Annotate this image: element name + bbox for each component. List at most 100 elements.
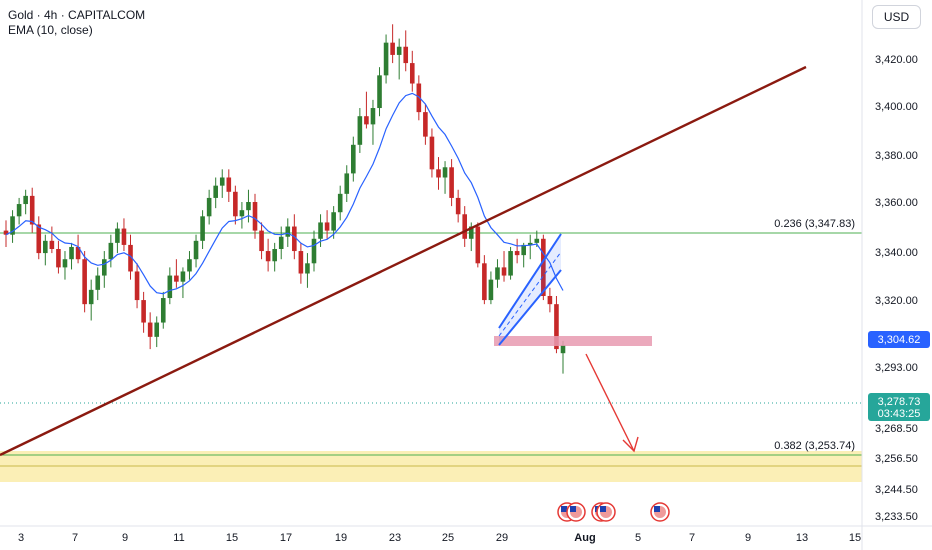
time-tick-label: 5 xyxy=(635,532,641,544)
candle-body xyxy=(324,222,330,231)
candle-body xyxy=(390,42,395,55)
time-tick-label: Aug xyxy=(574,532,595,544)
channel-fill xyxy=(499,234,561,345)
candle-body xyxy=(252,202,258,231)
candle-body xyxy=(495,267,500,280)
channel-upper xyxy=(498,233,562,329)
time-tick-label: 15 xyxy=(226,532,238,544)
candle-body xyxy=(541,238,546,296)
time-tick-label: 29 xyxy=(496,532,508,544)
event-flag-icon xyxy=(566,502,586,522)
candle-body xyxy=(233,191,238,217)
candle-body xyxy=(36,224,42,254)
price-tick-label: 3,233.50 xyxy=(875,511,918,523)
candle-body xyxy=(377,75,382,109)
candle-body xyxy=(265,251,271,262)
candle-body xyxy=(206,197,212,217)
channel-lower xyxy=(498,269,562,346)
candle-body xyxy=(501,267,507,276)
candle-body xyxy=(383,42,389,76)
candle-body xyxy=(547,295,553,305)
time-tick-label: 17 xyxy=(280,532,292,544)
candle-body xyxy=(488,279,494,301)
candle-body xyxy=(108,242,114,260)
candle-body xyxy=(128,244,133,272)
candle-body xyxy=(272,248,277,262)
price-tick-label: 3,320.00 xyxy=(875,295,918,307)
price-tick-label: 3,256.50 xyxy=(875,453,918,465)
time-axis[interactable]: 3 7 9 11 15 17 19 23 25 29 Aug 5 7 9 13 15 xyxy=(18,532,861,544)
candle-body xyxy=(101,259,107,276)
candle-body xyxy=(514,251,520,256)
candle-body xyxy=(403,46,409,64)
candle-body xyxy=(16,204,22,217)
candle-body xyxy=(364,116,369,125)
candle-body xyxy=(10,216,15,235)
candle-body xyxy=(351,144,356,174)
candle-body xyxy=(554,304,559,350)
price-tick-label: 3,340.00 xyxy=(875,247,918,259)
candle-body xyxy=(311,238,317,264)
candle-body xyxy=(23,195,28,205)
time-tick-label: 7 xyxy=(72,532,78,544)
candle-body xyxy=(75,246,81,260)
trendline xyxy=(0,65,807,457)
event-flag-canton xyxy=(570,506,576,512)
candle-body xyxy=(285,226,291,237)
candle-body xyxy=(298,251,304,274)
candle-body xyxy=(416,83,422,113)
time-tick-label: 25 xyxy=(442,532,454,544)
event-flag-canton xyxy=(600,506,606,512)
price-tick-label: 3,420.00 xyxy=(875,54,918,66)
candle-body xyxy=(436,169,441,178)
projection-arrow xyxy=(585,353,635,452)
last-price-tag-bg xyxy=(868,393,930,421)
time-tick-label: 13 xyxy=(796,532,808,544)
indicator-legend[interactable]: EMA (10, close) xyxy=(8,23,93,37)
candle-body xyxy=(95,275,101,290)
channel-mid xyxy=(498,251,562,337)
symbol-title[interactable]: Gold · 4h · CAPITALCOM xyxy=(8,8,146,22)
candle-body xyxy=(442,167,448,178)
candle-body xyxy=(409,63,415,84)
time-tick-label: 19 xyxy=(335,532,347,544)
candle-body xyxy=(56,248,61,268)
fib-label: 0.382 (3,253.74) xyxy=(774,440,855,452)
candle-body xyxy=(462,214,468,239)
candle-body xyxy=(331,212,336,231)
ema-line xyxy=(5,92,564,295)
price-tick-label: 3,380.00 xyxy=(875,150,918,162)
candle-body xyxy=(213,185,218,198)
candle-body xyxy=(187,259,192,272)
candle-body xyxy=(69,246,74,260)
candle-body xyxy=(305,263,310,274)
candle-body xyxy=(49,240,55,249)
candle-body xyxy=(396,46,402,55)
candle-body xyxy=(154,322,160,337)
countdown-tag-text: 03:43:25 xyxy=(878,408,921,420)
candle-body xyxy=(278,236,284,249)
candle-body xyxy=(115,228,120,243)
candle-body xyxy=(141,300,146,323)
candle-body xyxy=(246,202,251,211)
candle-body xyxy=(193,240,199,260)
candle-body xyxy=(43,240,48,254)
candle-body xyxy=(370,108,376,125)
candle-body xyxy=(121,228,127,245)
price-level-tag-text: 3,304.62 xyxy=(878,334,921,346)
candle-body xyxy=(337,193,343,213)
chart-header: Gold · 4h · CAPITALCOM EMA (10, close) xyxy=(8,8,145,38)
candle-body xyxy=(318,222,323,239)
price-axis[interactable]: 3,420.00 3,400.00 3,380.00 3,360.00 3,340.00… xyxy=(875,54,918,523)
price-tick-label: 3,268.50 xyxy=(875,423,918,435)
time-tick-label: 23 xyxy=(389,532,401,544)
candle-body xyxy=(482,263,487,301)
candle-body xyxy=(29,195,35,225)
currency-button[interactable]: USD xyxy=(872,5,921,29)
candle-body xyxy=(527,242,533,245)
event-flag-icon xyxy=(596,502,616,522)
candle-body xyxy=(160,298,166,323)
price-tick-label: 3,400.00 xyxy=(875,101,918,113)
